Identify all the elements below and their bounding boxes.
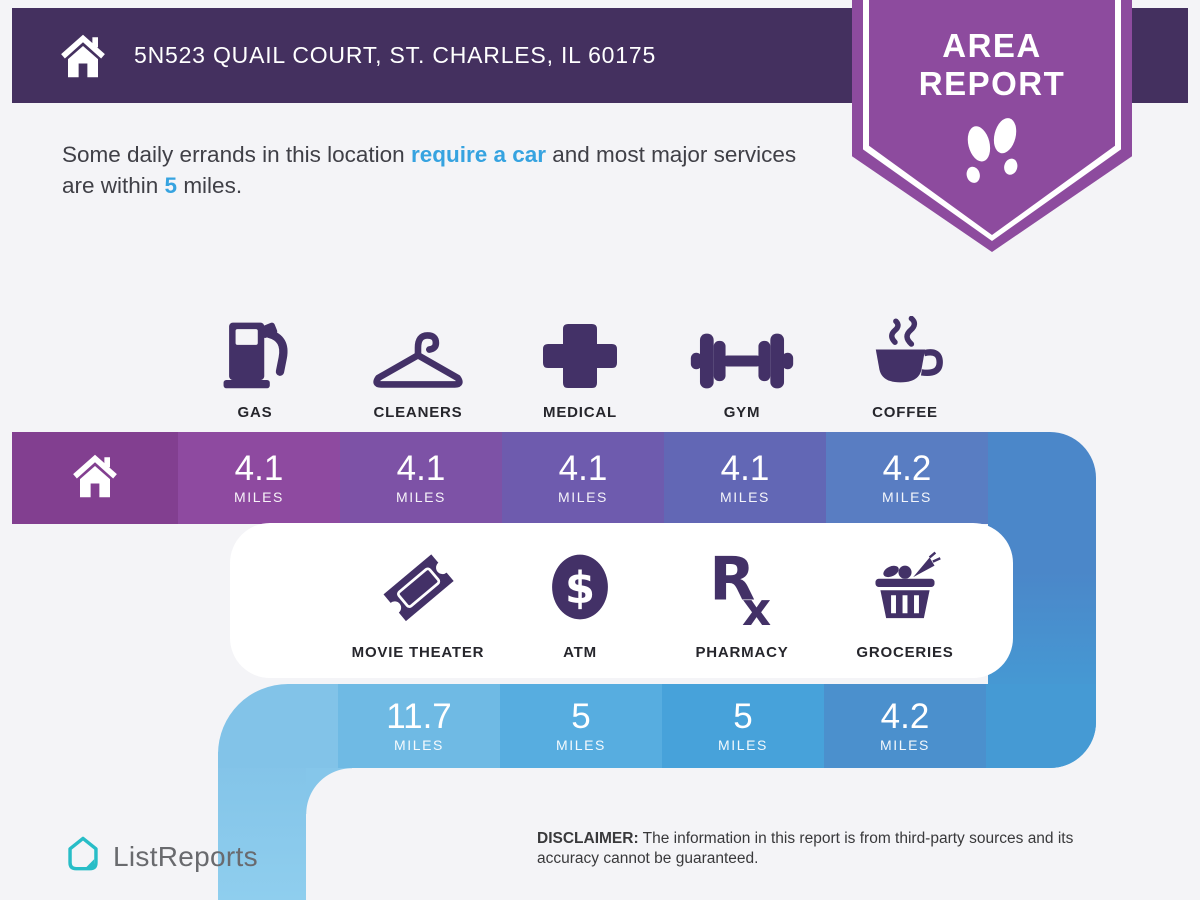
area-report-badge: AREA REPORT [852,0,1132,252]
poi-label: MEDICAL [543,404,617,421]
ribbon-bar2-tail [986,684,1096,768]
svg-text:R: R [709,546,755,615]
distance-value: 4.2 [880,697,930,736]
badge-title-line2: REPORT [918,65,1066,102]
distance-unit: MILES [557,489,608,505]
disclaimer-label: DISCLAIMER: [537,830,639,847]
ribbon-bar1-tail [988,432,1096,524]
movie-ticket-icon [374,540,462,634]
distance-cell-pharmacy: 5 MILES [662,684,824,768]
grocery-basket-icon [864,540,946,634]
distance-cell-movie-theater: 11.7 MILES [338,684,500,768]
badge-title-line1: AREA [942,27,1042,64]
poi-medical: MEDICAL [495,300,665,421]
poi-groceries: GROCERIES [820,540,990,661]
disclaimer-body: The information in this report is from t… [537,830,1074,867]
medical-cross-icon [542,300,618,394]
distance-unit: MILES [395,489,446,505]
poi-label: CLEANERS [373,404,463,421]
gas-pump-icon [218,300,292,394]
poi-label: GYM [723,404,761,421]
distance-unit: MILES [879,737,930,753]
distance-unit: MILES [555,737,606,753]
clothes-hanger-icon [369,300,467,394]
listreports-brand: ListReports [64,834,258,879]
distance-cell-medical: 4.1 MILES [502,432,664,524]
property-address: 5N523 QUAIL COURT, ST. CHARLES, IL 60175 [134,42,657,68]
dollar-sign-icon: $ [544,540,616,634]
distance-value: 4.2 [882,449,932,488]
ribbon-left-column [218,752,306,900]
row2-card [230,523,1013,678]
distance-value: 5 [571,697,591,736]
distance-value: 4.1 [234,449,284,488]
distance-cell-groceries: 4.2 MILES [824,684,986,768]
ribbon-inner-corner [306,768,352,814]
distance-unit: MILES [719,489,770,505]
ribbon-bend [218,684,338,768]
distance-value: 11.7 [386,697,452,736]
intro-text: Some daily errands in this location requ… [62,139,802,201]
footprints-icon [852,114,1132,190]
distance-unit: MILES [881,489,932,505]
svg-text:$: $ [565,563,595,613]
coffee-cup-icon [863,300,947,394]
distance-bar-row2: 11.7 MILES 5 MILES 5 MILES 4.2 MILES [218,684,1096,768]
poi-pharmacy: R x PHARMACY [657,540,827,661]
distance-bar-row1: 4.1 MILES 4.1 MILES 4.1 MILES 4.1 MILES … [12,432,1096,524]
brand-name: ListReports [113,840,258,872]
distance-unit: MILES [233,489,284,505]
poi-label: GAS [237,404,273,421]
intro-highlight-miles: 5 [164,173,178,198]
disclaimer-text: DISCLAIMER: The information in this repo… [537,829,1125,868]
home-cell [12,432,178,524]
poi-label: ATM [563,644,597,661]
distance-cell-atm: 5 MILES [500,684,662,768]
badge-title: AREA REPORT [852,27,1132,103]
intro-part2: and most major services are within [62,142,797,198]
distance-unit: MILES [393,737,444,753]
distance-value: 5 [733,697,753,736]
rx-symbol-icon: R x [704,540,780,634]
poi-coffee: COFFEE [820,300,990,421]
distance-unit: MILES [717,737,768,753]
intro-part3: miles. [177,173,243,198]
home-icon [58,33,108,84]
intro-highlight-car: require a car [410,142,547,167]
poi-gym: GYM [657,300,827,421]
distance-cell-cleaners: 4.1 MILES [340,432,502,524]
svg-text:x: x [742,583,771,629]
poi-movie-theater: MOVIE THEATER [333,540,503,661]
poi-cleaners: CLEANERS [333,300,503,421]
poi-label: MOVIE THEATER [351,644,485,661]
distance-cell-gym: 4.1 MILES [664,432,826,524]
distance-value: 4.1 [720,449,770,488]
distance-value: 4.1 [558,449,608,488]
intro-part1: Some daily errands in this location [62,142,411,167]
poi-label: PHARMACY [695,644,789,661]
home-icon [70,453,120,504]
poi-label: COFFEE [872,404,938,421]
distance-value: 4.1 [396,449,446,488]
distance-cell-coffee: 4.2 MILES [826,432,988,524]
poi-label: GROCERIES [856,644,954,661]
listreports-logo-icon [64,834,102,879]
dumbbell-icon [689,300,795,394]
distance-cell-gas: 4.1 MILES [178,432,340,524]
poi-gas: GAS [170,300,340,421]
poi-atm: $ ATM [495,540,665,661]
